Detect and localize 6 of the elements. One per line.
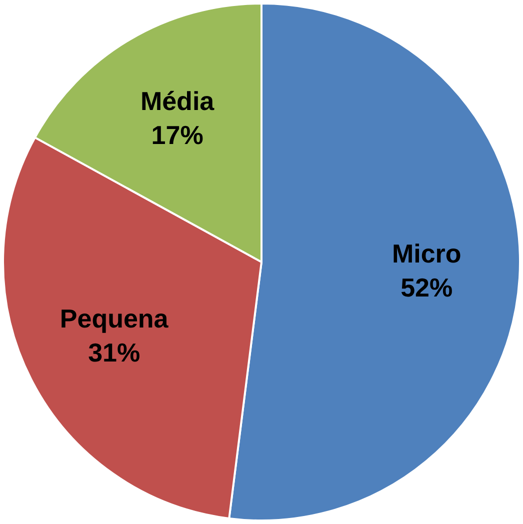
data-label: 17% xyxy=(151,120,204,150)
slice-label: Média xyxy=(140,86,215,116)
slice-label: Micro xyxy=(392,238,462,269)
data-label: 52% xyxy=(400,272,453,303)
slice-label: Pequena xyxy=(60,303,169,334)
data-label: 31% xyxy=(88,337,140,368)
